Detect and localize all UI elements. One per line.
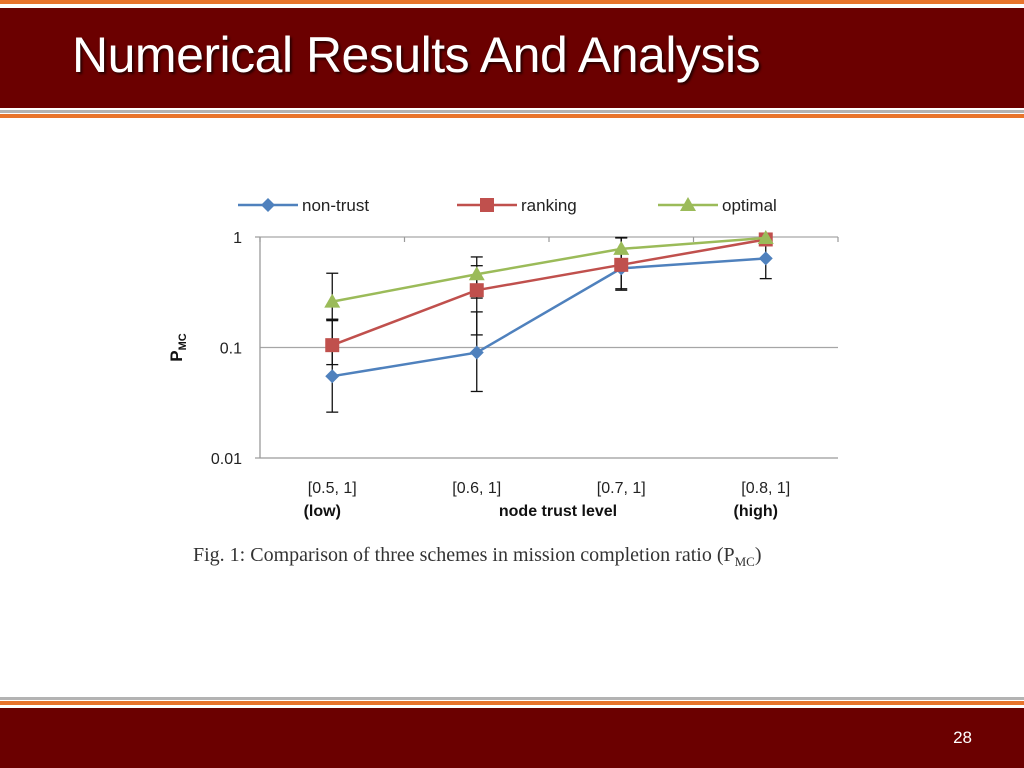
page-number: 28 [953, 728, 972, 747]
marker-diamond [325, 369, 340, 384]
marker-diamond [261, 198, 275, 212]
y-axis-label-main: P [167, 350, 186, 361]
marker-triangle [613, 240, 630, 255]
marker-square [325, 338, 340, 353]
x-category-note: (high) [734, 503, 778, 520]
caption-subscript: MC [734, 554, 755, 569]
title-grey-line [0, 110, 1024, 113]
top-accent-line [0, 0, 1024, 4]
series-line [332, 236, 766, 303]
x-tick-label: [0.5, 1] [308, 480, 357, 497]
x-category-note: (low) [304, 503, 341, 520]
caption-text: Fig. 1: Comparison of three schemes in m… [193, 544, 735, 566]
slide-title: Numerical Results And Analysis [72, 27, 761, 83]
chart: 1 0.1 0.01 PMC [0.5, 1] (low) [0.6, 1] [0.7, 1]… [167, 196, 839, 520]
y-axis-label: PMC [167, 333, 189, 362]
footer-bar [0, 708, 1024, 768]
x-axis-label: node trust level [499, 503, 617, 520]
legend-label: ranking [521, 196, 577, 215]
y-tick-label: 1 [233, 230, 242, 247]
marker-square [480, 198, 494, 212]
title-accent-line [0, 114, 1024, 118]
y-tick-label: 0.1 [220, 341, 242, 358]
y-tick-label: 0.01 [211, 451, 242, 468]
legend-label: non-trust [302, 196, 369, 215]
footer-grey-line [0, 697, 1024, 700]
series-line [332, 257, 766, 378]
legend-label: optimal [722, 196, 777, 215]
marker-triangle [757, 229, 774, 244]
marker-square [469, 283, 484, 298]
x-tick-label: [0.6, 1] [452, 480, 501, 497]
marker-triangle [324, 293, 341, 308]
footer-accent-line [0, 701, 1024, 705]
series-line [331, 238, 766, 347]
marker-square [614, 257, 629, 272]
caption-end: ) [754, 544, 762, 566]
marker-triangle [468, 266, 485, 281]
marker-triangle [680, 197, 696, 211]
marker-diamond [758, 251, 773, 266]
title-bar [0, 8, 1024, 108]
figure-caption: Fig. 1: Comparison of three schemes in m… [193, 544, 762, 570]
x-tick-label: [0.8, 1] [741, 480, 790, 497]
y-axis-label-sub: MC [177, 333, 189, 350]
marker-diamond [469, 345, 484, 360]
x-tick-label: [0.7, 1] [597, 480, 646, 497]
